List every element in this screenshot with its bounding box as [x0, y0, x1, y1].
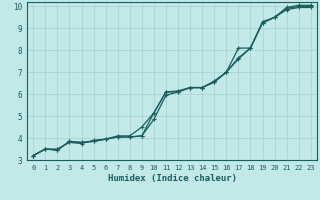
X-axis label: Humidex (Indice chaleur): Humidex (Indice chaleur) — [108, 174, 236, 183]
